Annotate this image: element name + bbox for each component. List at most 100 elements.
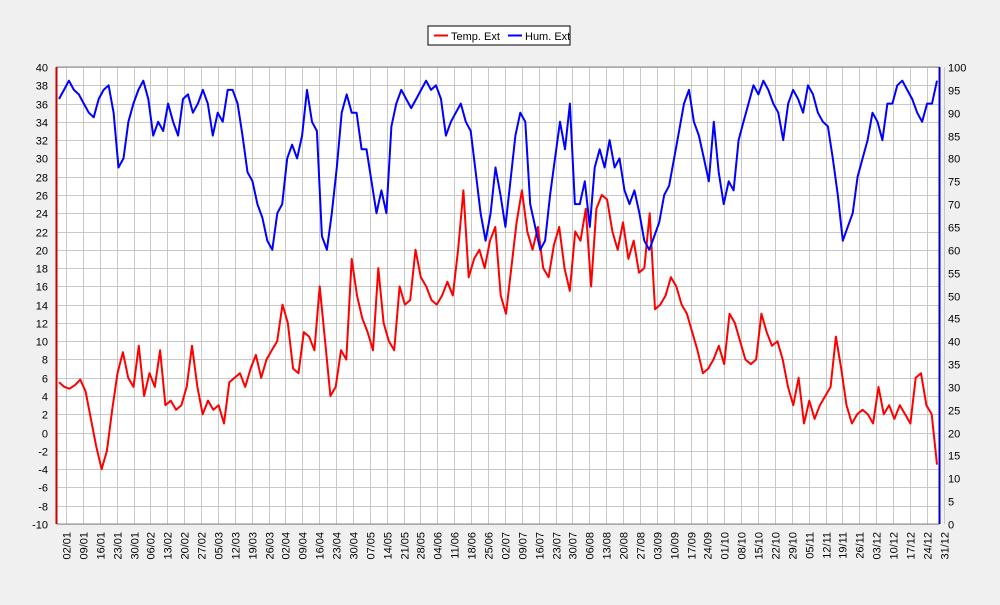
y-right-tick-label: 50 bbox=[948, 292, 960, 304]
x-tick-label: 26/11 bbox=[855, 532, 867, 559]
x-tick-label: 08/10 bbox=[737, 532, 749, 560]
x-tick-label: 27/08 bbox=[636, 532, 648, 560]
y-right-tick-label: 60 bbox=[948, 246, 960, 258]
y-left-tick-label: 14 bbox=[36, 301, 48, 313]
x-tick-label: 23/01 bbox=[113, 532, 125, 560]
series-line-temp bbox=[58, 189, 938, 471]
x-tick-label: 20/08 bbox=[619, 532, 631, 560]
y-right-tick-label: 55 bbox=[948, 269, 960, 281]
y-left-tick-label: -8 bbox=[38, 502, 48, 514]
y-left-tick-label: 40 bbox=[36, 63, 48, 75]
x-tick-label: 12/03 bbox=[231, 532, 243, 560]
y-right-tick-label: 75 bbox=[948, 177, 960, 189]
x-tick-label: 28/05 bbox=[416, 532, 428, 560]
x-tick-label: 23/04 bbox=[332, 532, 344, 560]
y-right-tick-label: 25 bbox=[948, 406, 960, 418]
x-tick-label: 02/04 bbox=[281, 532, 293, 560]
y-right-tick-label: 95 bbox=[948, 86, 960, 98]
y-left-tick-label: 10 bbox=[36, 337, 48, 349]
y-right-tick-label: 15 bbox=[948, 451, 960, 463]
y-left-tick-label: 20 bbox=[36, 246, 48, 258]
x-tick-label: 25/06 bbox=[484, 532, 496, 560]
x-tick-label: 20/02 bbox=[180, 532, 192, 560]
y-left-tick-label: 22 bbox=[36, 228, 48, 240]
y-left-tick-label: 26 bbox=[36, 191, 48, 203]
y-left-tick-label: 16 bbox=[36, 282, 48, 294]
y-right-tick-label: 10 bbox=[948, 474, 960, 486]
y-left-tick-label: 34 bbox=[36, 118, 48, 130]
x-tick-label: 24/12 bbox=[923, 532, 935, 560]
x-tick-label: 05/03 bbox=[214, 532, 226, 560]
y-left-tick-label: 12 bbox=[36, 319, 48, 331]
axis-tick-labels: -10-8-6-4-202468101214161820222426283032… bbox=[32, 63, 966, 560]
x-tick-label: 02/07 bbox=[501, 532, 513, 560]
y-left-tick-label: -4 bbox=[38, 465, 48, 477]
x-tick-label: 30/01 bbox=[130, 532, 142, 560]
x-tick-label: 29/10 bbox=[788, 532, 800, 560]
x-tick-label: 16/01 bbox=[96, 532, 108, 560]
x-tick-label: 30/04 bbox=[349, 532, 361, 560]
legend-label-hum: Hum. Ext bbox=[525, 31, 570, 43]
x-tick-label: 09/04 bbox=[298, 532, 310, 560]
x-tick-label: 26/03 bbox=[265, 532, 277, 560]
y-right-tick-label: 65 bbox=[948, 223, 960, 235]
x-tick-label: 24/09 bbox=[703, 532, 715, 560]
x-tick-label: 13/08 bbox=[602, 532, 614, 560]
y-right-tick-label: 100 bbox=[948, 63, 966, 75]
y-right-tick-label: 5 bbox=[948, 497, 954, 509]
x-tick-label: 05/11 bbox=[805, 532, 817, 559]
x-tick-label: 14/05 bbox=[383, 532, 395, 560]
x-tick-label: 19/11 bbox=[838, 532, 850, 559]
x-tick-label: 04/06 bbox=[433, 532, 445, 560]
x-tick-label: 10/12 bbox=[889, 532, 901, 560]
y-right-tick-label: 90 bbox=[948, 109, 960, 121]
y-right-tick-label: 85 bbox=[948, 132, 960, 144]
y-left-tick-label: 30 bbox=[36, 154, 48, 166]
series-lines bbox=[58, 79, 938, 471]
y-right-tick-label: 40 bbox=[948, 337, 960, 349]
y-left-tick-label: 4 bbox=[42, 392, 48, 404]
x-tick-label: 27/02 bbox=[197, 532, 209, 560]
x-tick-label: 12/11 bbox=[822, 532, 834, 559]
x-tick-label: 30/07 bbox=[568, 532, 580, 560]
y-right-tick-label: 0 bbox=[948, 520, 954, 532]
x-tick-label: 02/01 bbox=[62, 532, 74, 560]
x-tick-label: 16/07 bbox=[535, 532, 547, 560]
y-left-tick-label: 28 bbox=[36, 173, 48, 185]
y-left-tick-label: 32 bbox=[36, 136, 48, 148]
x-tick-label: 01/10 bbox=[720, 532, 732, 560]
y-left-tick-label: 36 bbox=[36, 100, 48, 112]
x-tick-label: 31/12 bbox=[940, 532, 952, 560]
y-right-tick-label: 70 bbox=[948, 200, 960, 212]
legend: Temp. Ext Hum. Ext bbox=[427, 25, 571, 46]
y-left-tick-label: -10 bbox=[32, 520, 48, 532]
y-right-tick-label: 45 bbox=[948, 314, 960, 326]
x-tick-label: 18/06 bbox=[467, 532, 479, 560]
plot-area bbox=[57, 67, 939, 524]
y-right-tick-label: 35 bbox=[948, 360, 960, 372]
x-tick-label: 16/04 bbox=[315, 532, 327, 560]
y-right-tick-label: 30 bbox=[948, 383, 960, 395]
x-tick-label: 13/02 bbox=[163, 532, 175, 560]
x-tick-label: 09/01 bbox=[79, 532, 91, 560]
y-left-tick-label: 6 bbox=[42, 374, 48, 386]
x-tick-label: 09/07 bbox=[518, 532, 530, 560]
x-tick-label: 03/09 bbox=[653, 532, 665, 560]
y-left-tick-label: 24 bbox=[36, 209, 48, 221]
x-tick-label: 15/10 bbox=[754, 532, 766, 560]
y-left-tick-label: 38 bbox=[36, 81, 48, 93]
x-tick-label: 10/09 bbox=[670, 532, 682, 560]
x-tick-label: 22/10 bbox=[771, 532, 783, 560]
legend-box bbox=[427, 25, 571, 46]
x-tick-label: 06/08 bbox=[585, 532, 597, 560]
y-left-tick-label: -2 bbox=[38, 447, 48, 459]
x-tick-label: 07/05 bbox=[366, 532, 378, 560]
y-left-tick-label: 0 bbox=[42, 429, 48, 441]
x-tick-label: 11/06 bbox=[450, 532, 462, 559]
y-left-tick-label: -6 bbox=[38, 483, 48, 495]
x-tick-label: 19/03 bbox=[248, 532, 260, 560]
x-tick-label: 21/05 bbox=[400, 532, 412, 560]
series-line-hum bbox=[58, 79, 938, 251]
